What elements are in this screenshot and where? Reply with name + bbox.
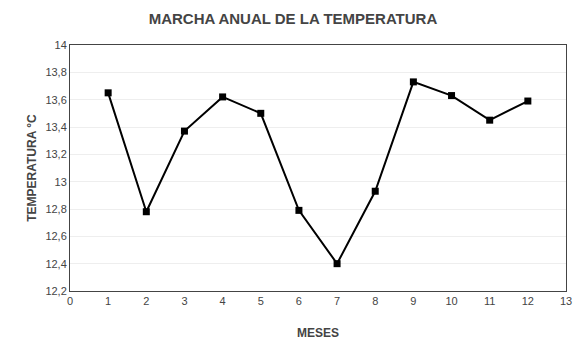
svg-text:13,6: 13,6 [45,94,66,106]
svg-text:7: 7 [334,295,340,307]
svg-text:0: 0 [67,295,73,307]
svg-text:TEMPERATURA °C: TEMPERATURA °C [25,114,39,222]
svg-text:2: 2 [143,295,149,307]
svg-text:13: 13 [560,295,572,307]
svg-text:12,4: 12,4 [45,258,66,270]
svg-text:1: 1 [105,295,111,307]
svg-text:MESES: MESES [297,326,339,340]
svg-text:8: 8 [372,295,378,307]
svg-text:4: 4 [220,295,226,307]
svg-text:9: 9 [410,295,416,307]
svg-text:13,8: 13,8 [45,66,66,78]
svg-text:14: 14 [55,39,67,51]
svg-text:11: 11 [484,295,495,307]
svg-text:13,2: 13,2 [45,148,66,160]
svg-text:3: 3 [181,295,187,307]
svg-text:12,6: 12,6 [45,230,66,242]
svg-text:13,4: 13,4 [45,121,66,133]
svg-text:12,8: 12,8 [45,203,66,215]
svg-text:13: 13 [55,176,67,188]
svg-text:6: 6 [296,295,302,307]
svg-text:10: 10 [445,295,457,307]
svg-text:5: 5 [258,295,264,307]
svg-text:12: 12 [522,295,534,307]
svg-text:MARCHA ANUAL DE LA TEMPERATURA: MARCHA ANUAL DE LA TEMPERATURA [149,10,438,27]
svg-text:12,2: 12,2 [45,285,66,297]
